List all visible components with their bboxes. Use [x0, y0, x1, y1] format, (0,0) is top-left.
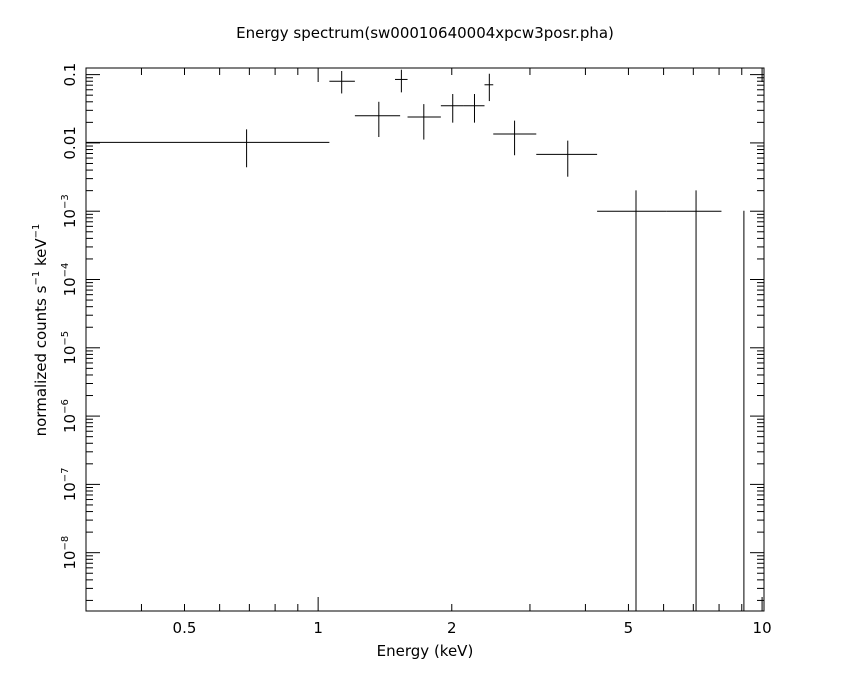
- y-tick-label: 0.1: [61, 63, 79, 87]
- y-tick-label-exp: −4: [60, 263, 71, 278]
- y-tick-label-base: 10: [61, 209, 79, 228]
- data-point: [484, 73, 494, 102]
- y-tick-label: 10−7: [60, 467, 79, 501]
- data-point: [597, 190, 667, 611]
- data-point: [743, 210, 745, 611]
- y-tick-label: 10−6: [60, 399, 79, 433]
- y-axis-label-exp1: −1: [31, 271, 42, 286]
- chart-title: Energy spectrum(sw00010640004xpcw3posr.p…: [236, 24, 614, 42]
- y-tick-label: 10−8: [60, 536, 79, 570]
- x-tick-label: 0.5: [173, 619, 197, 637]
- data-points: [86, 69, 745, 611]
- x-tick-label: 2: [447, 619, 457, 637]
- data-point: [395, 69, 408, 93]
- data-point: [407, 104, 441, 140]
- y-tick-label-base: 10: [61, 346, 79, 365]
- data-point: [463, 94, 485, 123]
- plot-frame: [85, 67, 765, 612]
- y-tick-label: 10−3: [60, 194, 79, 228]
- y-tick-label-exp: −3: [60, 194, 71, 209]
- y-tick-label-base: 10: [61, 414, 79, 433]
- y-tick-label-exp: −5: [60, 331, 71, 346]
- data-point: [440, 94, 464, 123]
- y-tick-label: 0.01: [61, 126, 79, 159]
- x-tick-labels: 0.5 1 2 5 10: [173, 619, 772, 637]
- x-axis-label: Energy (keV): [377, 642, 474, 660]
- y-tick-label-exp: −7: [60, 467, 71, 482]
- y-tick-label: 10−4: [60, 263, 79, 297]
- data-point: [536, 140, 598, 177]
- y-tick-label-base: 10: [61, 551, 79, 570]
- data-point: [329, 70, 355, 94]
- data-point: [666, 190, 722, 611]
- axis-ticks: [85, 68, 764, 611]
- y-tick-label-exp: −6: [60, 399, 71, 414]
- data-point: [86, 129, 330, 168]
- data-point: [354, 101, 401, 138]
- y-axis-label-prefix: normalized counts s: [32, 285, 50, 436]
- y-tick-label: 10−5: [60, 331, 79, 365]
- y-axis-label-middle: keV: [32, 238, 50, 271]
- y-tick-label-base: 10: [61, 482, 79, 501]
- y-tick-label-exp: −8: [60, 536, 71, 551]
- x-tick-label: 5: [624, 619, 634, 637]
- x-tick-label: 1: [313, 619, 323, 637]
- y-axis-label: normalized counts s−1 keV−1: [31, 224, 50, 437]
- y-axis-label-exp2: −1: [31, 224, 42, 239]
- x-tick-label: 10: [753, 619, 772, 637]
- y-tick-label-base: 10: [61, 277, 79, 296]
- data-point: [493, 120, 537, 156]
